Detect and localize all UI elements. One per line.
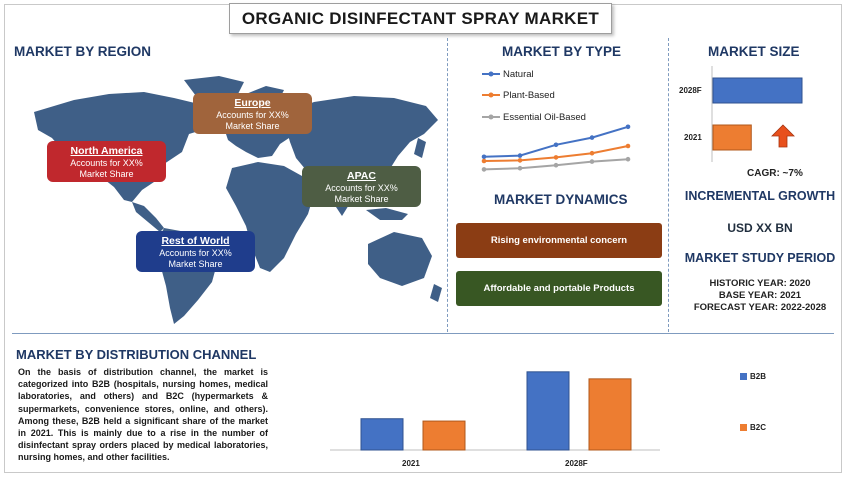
series-point-plant-based xyxy=(589,150,595,156)
region-box-apac: APAC Accounts for XX% Market Share xyxy=(302,166,421,207)
series-point-natural xyxy=(589,135,595,140)
distribution-paragraph: On the basis of distribution channel, th… xyxy=(18,367,268,463)
channel-bar-b2c-2021 xyxy=(422,420,466,451)
legend-b2b: B2B xyxy=(750,372,767,381)
size-bar-label-2021: 2021 xyxy=(684,133,702,142)
legend-swatch-b2b xyxy=(740,373,747,380)
size-bar-label-2028f: 2028F xyxy=(679,86,702,95)
type-line-chart xyxy=(481,124,631,172)
type-heading: MARKET BY TYPE xyxy=(502,44,622,59)
region-share-line2: Market Share xyxy=(334,194,389,204)
region-share-line1: Accounts for XX% xyxy=(159,248,232,258)
incremental-value: USD XX BN xyxy=(727,221,793,235)
map-japan xyxy=(414,138,426,158)
map-australia xyxy=(368,232,432,286)
series-point-plant-based xyxy=(517,158,523,163)
study-period-heading: MARKET STUDY PERIOD xyxy=(684,251,836,265)
size-bar-2028f xyxy=(712,77,803,104)
map-indonesia xyxy=(366,208,408,220)
region-box-europe: Europe Accounts for XX% Market Share xyxy=(193,93,312,134)
legend-swatch-natural xyxy=(482,71,500,77)
legend-swatch-essential-oil xyxy=(482,114,500,120)
base-year: BASE YEAR: 2021 xyxy=(718,290,802,301)
size-bar-2021 xyxy=(712,124,752,151)
series-line-natural xyxy=(483,125,629,158)
type-legend-swatches xyxy=(482,71,500,120)
map-africa xyxy=(226,162,314,272)
channel-bar-b2c-2028f xyxy=(588,378,632,451)
channel-bar-b2b-2028f xyxy=(526,371,570,451)
region-share-line2: Market Share xyxy=(168,259,223,269)
series-point-natural xyxy=(517,153,523,158)
dynamics-item-label: Affordable and portable Products xyxy=(483,283,635,294)
series-point-plant-based xyxy=(625,143,631,149)
divider-type-size xyxy=(668,38,669,332)
legend-natural: Natural xyxy=(503,69,534,80)
series-point-plant-based xyxy=(481,158,487,164)
legend-essential-oil-based: Essential Oil-Based xyxy=(503,112,586,123)
title-box: ORGANIC DISINFECTANT SPRAY MARKET xyxy=(229,3,612,34)
region-name: Rest of World xyxy=(161,235,230,247)
legend-plant-based: Plant-Based xyxy=(503,90,555,101)
channel-x-label-2028f: 2028F xyxy=(565,459,588,468)
divider-top-bottom xyxy=(12,333,834,334)
region-share-line2: Market Share xyxy=(79,169,134,179)
region-name: Europe xyxy=(234,97,271,109)
distribution-heading: MARKET BY DISTRIBUTION CHANNEL xyxy=(16,347,257,362)
legend-swatch-plant-based xyxy=(482,92,500,98)
region-share-line1: Accounts for XX% xyxy=(70,158,143,168)
legend-b2c: B2C xyxy=(750,423,767,432)
page-title: ORGANIC DISINFECTANT SPRAY MARKET xyxy=(241,8,600,28)
region-heading: MARKET BY REGION xyxy=(14,44,152,59)
historic-year: HISTORIC YEAR: 2020 xyxy=(709,278,811,289)
region-share-line1: Accounts for XX% xyxy=(216,110,289,120)
forecast-year: FORECAST YEAR: 2022-2028 xyxy=(693,302,827,313)
series-point-natural xyxy=(625,124,631,130)
divider-region-type xyxy=(447,38,448,332)
region-name: APAC xyxy=(347,170,376,182)
size-heading: MARKET SIZE xyxy=(708,44,800,59)
region-share-line2: Market Share xyxy=(225,121,280,131)
growth-arrow-icon xyxy=(771,124,795,148)
dynamics-item-affordable: Affordable and portable Products xyxy=(456,271,662,306)
cagr-text: CAGR: ~7% xyxy=(747,168,803,179)
channel-x-label-2021: 2021 xyxy=(402,459,420,468)
channel-bar-chart xyxy=(330,371,660,451)
dynamics-item-label: Rising environmental concern xyxy=(490,235,628,246)
channel-bar-b2b-2021 xyxy=(360,418,404,451)
legend-swatch-b2c xyxy=(740,424,747,431)
incremental-heading: INCREMENTAL GROWTH xyxy=(684,189,836,203)
region-share-line1: Accounts for XX% xyxy=(325,183,398,193)
region-box-rest-of-world: Rest of World Accounts for XX% Market Sh… xyxy=(136,231,255,272)
map-central-america xyxy=(132,202,164,232)
series-point-essential-oil-based xyxy=(589,159,595,164)
series-point-essential-oil-based xyxy=(481,167,487,172)
size-bar-chart xyxy=(711,66,803,162)
series-point-natural xyxy=(553,142,559,148)
region-name: North America xyxy=(70,145,143,157)
series-point-essential-oil-based xyxy=(517,165,523,171)
region-box-north-america: North America Accounts for XX% Market Sh… xyxy=(47,141,166,182)
dynamics-item-environmental: Rising environmental concern xyxy=(456,223,662,258)
series-point-essential-oil-based xyxy=(625,156,631,162)
map-new-zealand xyxy=(430,284,442,302)
series-point-natural xyxy=(481,154,487,160)
series-point-plant-based xyxy=(553,155,559,160)
dynamics-heading: MARKET DYNAMICS xyxy=(494,192,628,207)
series-point-essential-oil-based xyxy=(553,162,559,168)
